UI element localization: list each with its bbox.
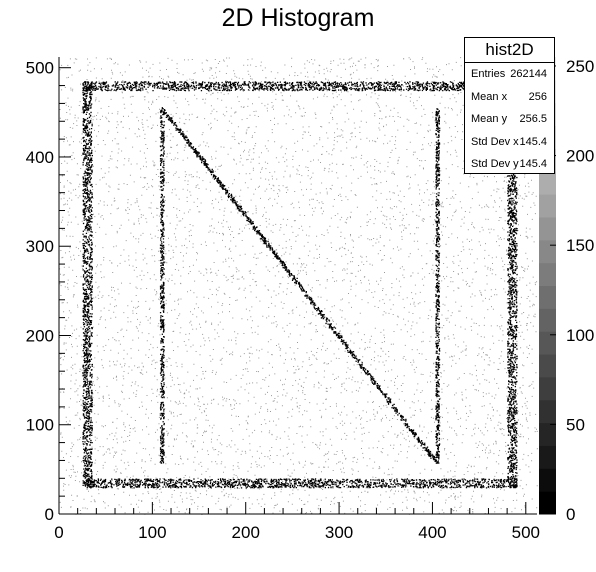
y-tick-label: 500 (26, 59, 54, 78)
color-band (539, 422, 556, 446)
color-band (539, 468, 556, 492)
y-tick-label: 100 (26, 416, 54, 435)
stats-row-stddev-y: Std Dev y 145.4 (465, 153, 554, 176)
colorbar-tick-label: 100 (566, 326, 594, 345)
stats-label: Std Dev y (471, 158, 519, 170)
stats-value: 145.4 (519, 135, 547, 148)
stats-value: 256.5 (519, 113, 547, 125)
stats-label: Entries (471, 68, 506, 80)
color-band (539, 331, 556, 355)
x-tick-label: 0 (54, 523, 63, 542)
stats-value: 145.4 (519, 158, 547, 170)
color-band (539, 171, 556, 195)
color-band (539, 445, 556, 469)
colorbar-tick-label: 0 (566, 505, 575, 524)
color-band (539, 354, 556, 378)
color-band (539, 194, 556, 218)
x-tick-label: 400 (418, 523, 446, 542)
x-tick-label: 100 (138, 523, 166, 542)
colorbar-tick-label: 250 (566, 57, 594, 76)
y-tick-label: 0 (45, 505, 54, 524)
axes: 0 100 200 300 400 500 0 100 200 300 400 500 (26, 57, 540, 542)
x-tick-label: 200 (232, 523, 260, 542)
stats-box-title: hist2D (465, 38, 554, 63)
letter-n-diagonal (161, 107, 440, 464)
color-band (539, 399, 556, 424)
stats-row-mean-y: Mean y 256.5 (465, 108, 554, 131)
letter-n-left-stroke (159, 108, 165, 464)
colorbar-tick-label: 50 (566, 415, 585, 434)
colorbar-tick-label: 200 (566, 147, 594, 166)
color-band (539, 216, 556, 241)
stats-value: 256 (528, 90, 547, 103)
stats-box[interactable]: hist2D Entries 262144 Mean x 256 Mean y … (464, 37, 555, 174)
stats-label: Mean x (471, 90, 508, 103)
y-tick-label: 300 (26, 237, 54, 256)
plot-background (59, 57, 537, 514)
chart-title: 2D Histogram (221, 4, 375, 32)
color-band (539, 239, 556, 264)
color-band (539, 376, 556, 401)
stats-row-mean-x: Mean x 256 (465, 86, 554, 109)
stats-label: Std Dev x (471, 135, 519, 148)
x-tick-label: 300 (325, 523, 353, 542)
color-band (539, 308, 556, 332)
letter-n-right-stroke (435, 108, 441, 464)
stats-value: 262144 (510, 68, 547, 80)
stats-label: Mean y (471, 113, 508, 125)
color-band (539, 285, 556, 309)
color-band (539, 262, 556, 286)
stats-row-stddev-x: Std Dev x 145.4 (465, 131, 554, 154)
color-band (539, 491, 556, 515)
x-tick-label: 500 (512, 523, 540, 542)
background-noise (59, 57, 538, 515)
y-tick-label: 400 (26, 148, 54, 167)
stats-row-entries: Entries 262144 (465, 63, 554, 86)
colorbar-tick-label: 150 (566, 236, 594, 255)
y-tick-label: 200 (26, 326, 54, 345)
plot-area (59, 57, 538, 515)
